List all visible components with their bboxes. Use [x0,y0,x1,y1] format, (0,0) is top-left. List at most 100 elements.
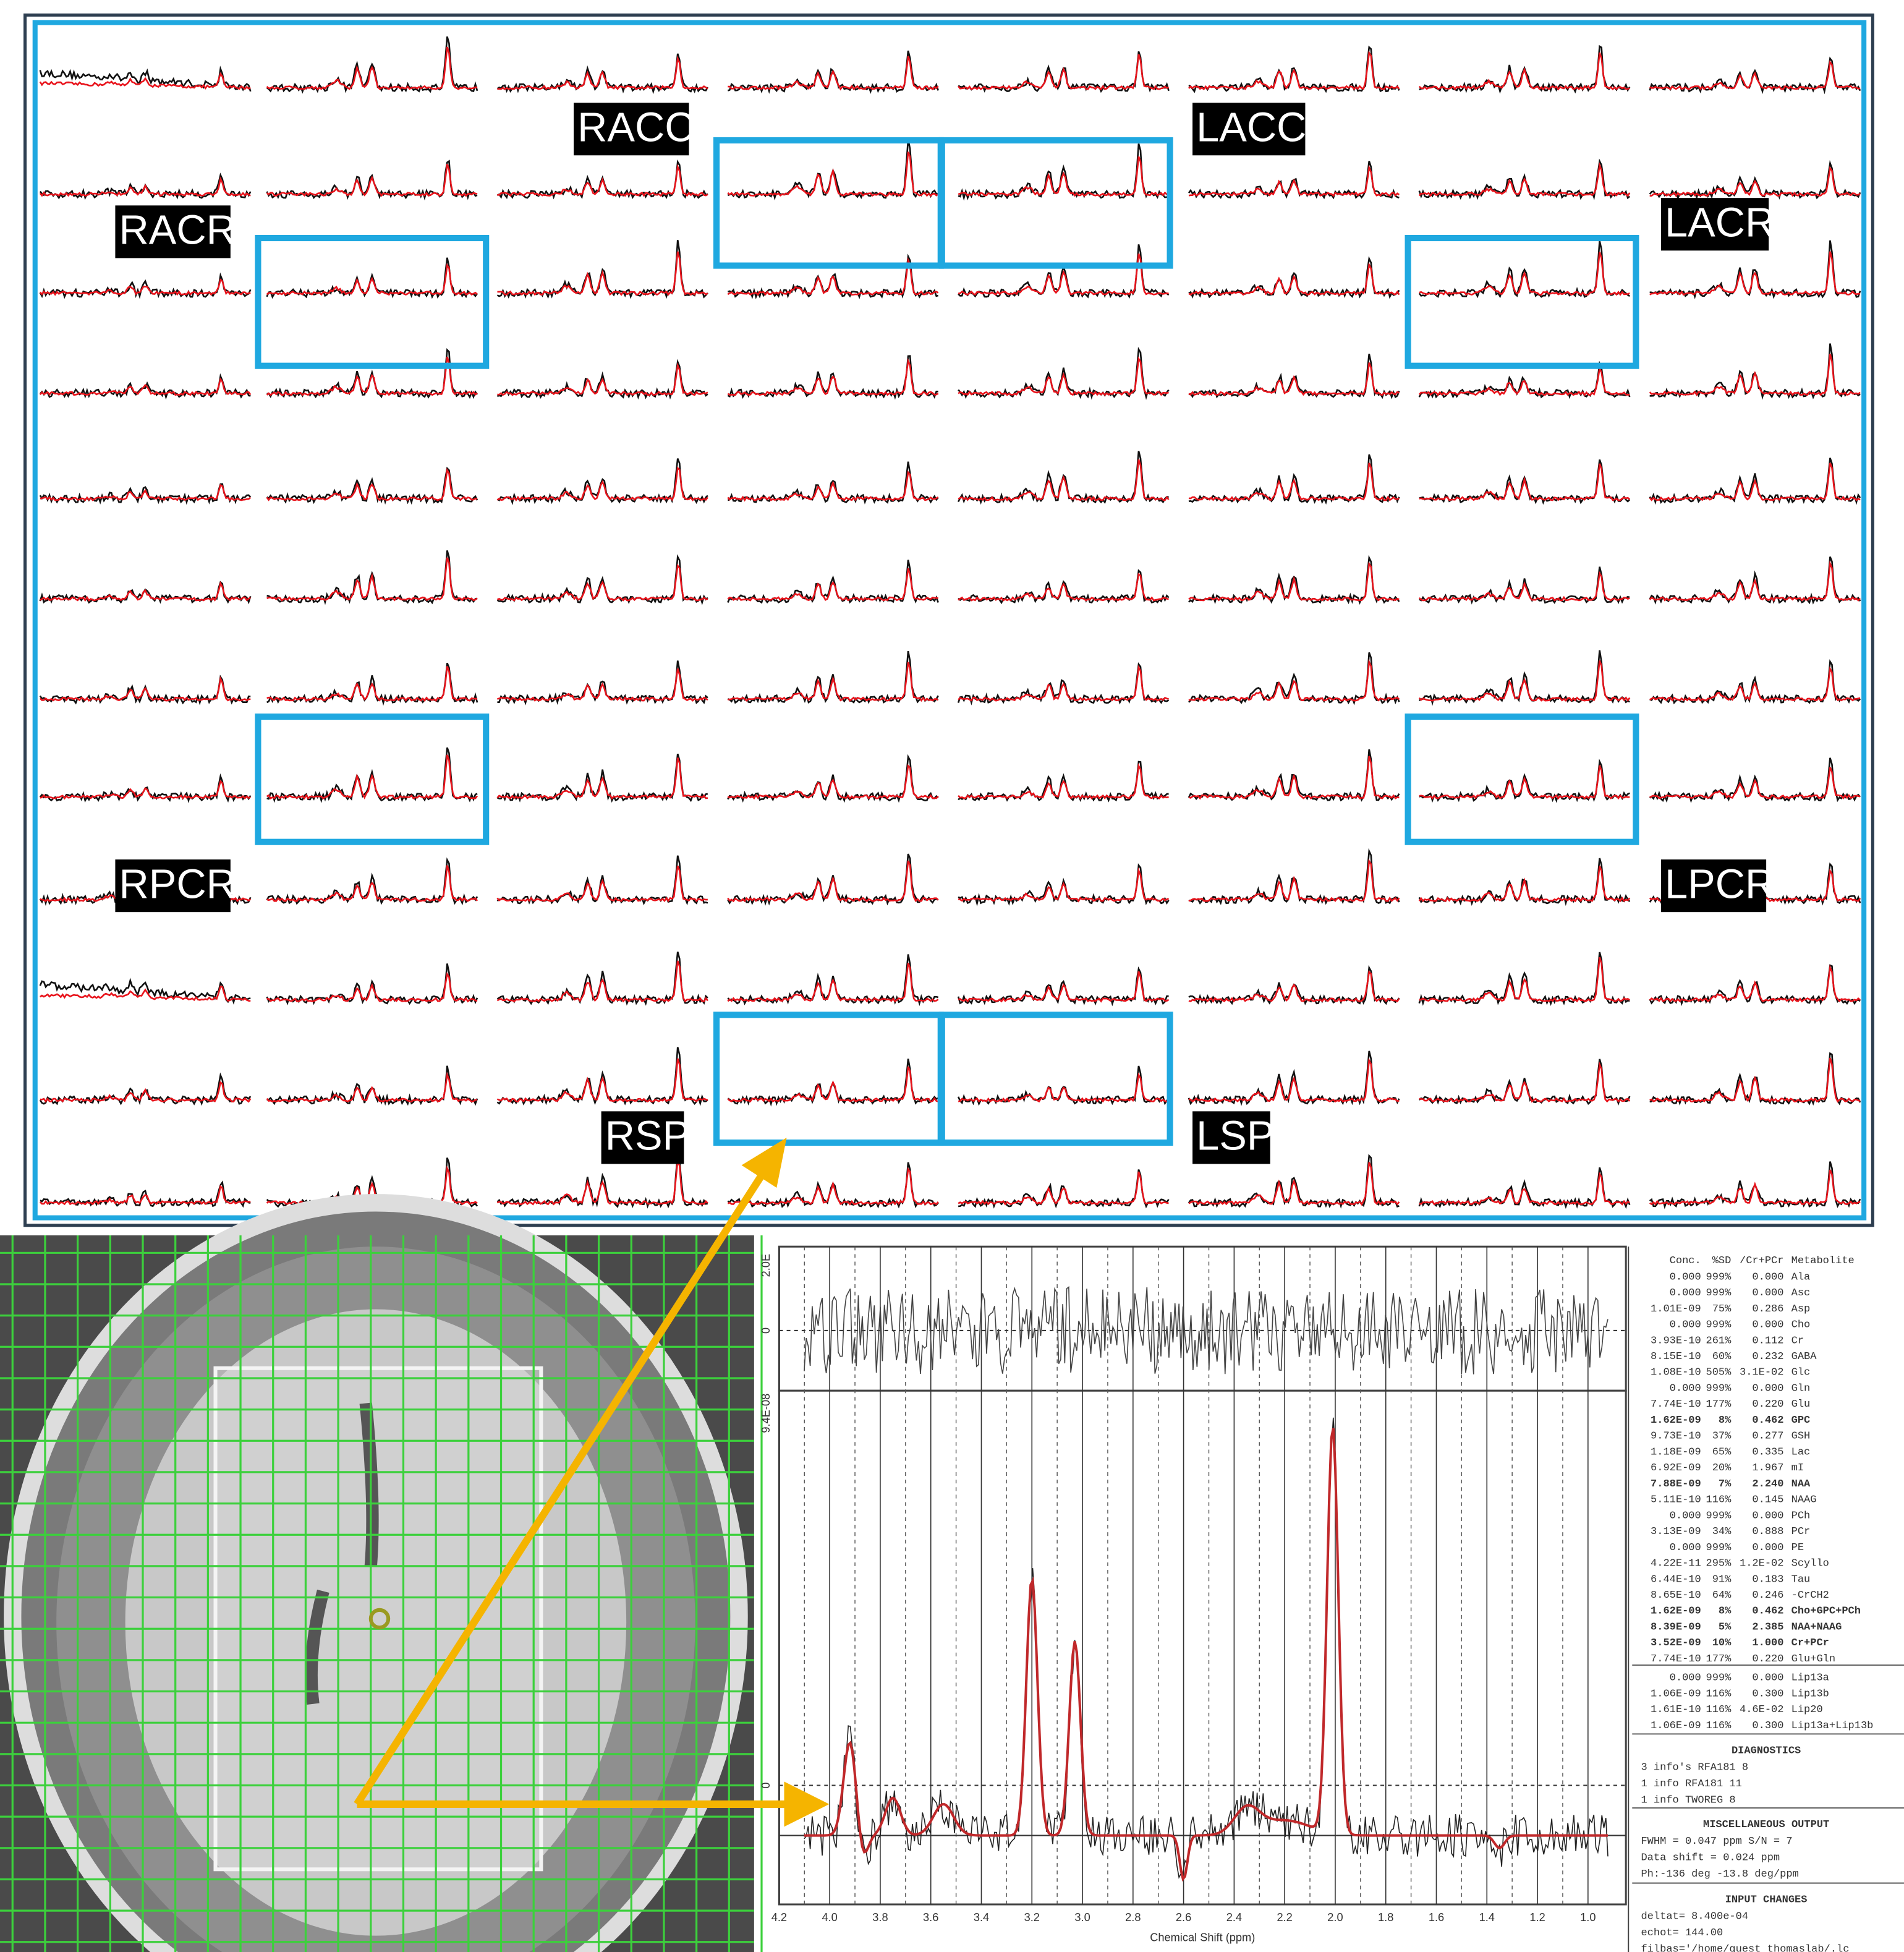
spectrum-fit [1419,957,1630,1003]
table-cell: Lip13a+Lip13b [1791,1720,1874,1732]
table-cell: Glu+Gln [1791,1653,1835,1665]
table-cell: Gln [1791,1383,1811,1394]
region-label: RSP [605,1113,690,1159]
spectrum-fit [266,356,478,396]
table-cell: 0.300 [1752,1720,1783,1732]
x-tick-label: 1.0 [1580,1911,1596,1924]
table-cell: Ala [1791,1271,1811,1283]
voxel-marker [368,1608,391,1630]
spectrum-fit [727,151,939,197]
spectrum-fit [496,466,708,501]
table-cell: 8% [1719,1415,1732,1426]
spectrum-fit [39,72,251,90]
spectrum-frame [778,1389,1627,1906]
spectrum-fit [727,1066,939,1103]
region-label-bg [1192,103,1306,156]
spectrum-fit [1649,666,1861,702]
spectrum-fit [497,251,708,296]
table-cell: 8.65E-10 [1651,1590,1701,1601]
table-cell: 0.183 [1752,1574,1783,1585]
table-cell: 0.462 [1752,1415,1783,1426]
spectrum-fit [727,470,939,502]
spectrum-fit [1188,561,1400,602]
table-cell: 0.000 [1670,1510,1701,1522]
spectrum-fit [40,1081,252,1103]
spectrum-fit [496,1058,708,1103]
table-cell: 116% [1706,1688,1732,1700]
region-label-bg [1660,198,1769,251]
table-cell: Cho [1791,1319,1811,1331]
table-cell: 0.286 [1752,1303,1783,1315]
table-cell: 0.000 [1752,1271,1783,1283]
table-cell: GABA [1791,1351,1817,1363]
section-line: 1 info TWOREG 8 [1641,1794,1735,1806]
spectrum-fit [1649,462,1861,501]
table-cell: 8.15E-10 [1651,1351,1701,1363]
x-tick-label: 2.8 [1125,1911,1141,1924]
spectrum-fit [1188,50,1400,91]
spectrum-fit [958,1072,1170,1103]
table-cell: 5.11E-10 [1651,1494,1701,1506]
x-tick-label: 4.0 [822,1911,837,1924]
spectrum-data [266,257,478,299]
spectrum-fit [496,865,708,903]
arrow-line [354,1169,768,1807]
table-cell: 0.000 [1670,1287,1701,1299]
spectrum-fit [496,960,708,1003]
spectrum-fit [496,563,708,602]
spectrum-fit [497,668,708,702]
spectra-grid [39,36,1861,1209]
highlight-box [1405,234,1639,369]
table-cell: 3.93E-10 [1651,1335,1701,1347]
region-label: LACC [1196,104,1306,150]
panel-frame [23,13,1874,1227]
table-cell: 0.000 [1670,1673,1701,1684]
lcmodel-output: 4.2 4.0 3.8 3.6 3.4 3.2 3.0 2.8 2.6 2.4 2.2 2.0 1.8 1… [759,1245,1904,1952]
table-cell: 1.06E-09 [1651,1688,1701,1700]
spectrum-fit [1188,859,1400,902]
spectrum-fit [728,56,939,91]
spectrum-data [39,373,251,400]
spectrum-fit [1188,462,1400,502]
spectrum-fit [1649,354,1861,396]
spectrum-fit [1418,660,1631,702]
spectrum-fit [727,1167,939,1206]
highlight-box [255,234,490,369]
table-cell: 7.74E-10 [1651,1399,1701,1410]
table-cell: PE [1791,1542,1804,1554]
spectrum-fit [1188,970,1400,1003]
region-label: LACR [1665,199,1775,245]
table-cell: PCh [1791,1510,1811,1522]
table-cell: 999% [1706,1319,1732,1331]
spectrum-fit [1649,60,1861,91]
spectrum-fit [497,163,708,197]
spectrum-fit [39,676,251,702]
table-cell: NAA+NAAG [1791,1621,1842,1633]
table-cell: Tau [1791,1574,1811,1585]
spectrum-fit [958,253,1169,296]
table-cell: 0.000 [1670,1542,1701,1554]
table-cell: 0.220 [1752,1653,1783,1665]
spectrum-data [39,978,251,1005]
spectrum-fit [958,356,1169,396]
spectrum-fit [1188,262,1400,296]
table-cell: Cr [1791,1335,1804,1347]
spectrum-fit [1649,964,1861,1003]
spectrum-fit [39,377,252,396]
section-line: filbas='/home/guest_thomaslab/.lc [1641,1943,1849,1952]
section-line: Ph:-136 deg -13.8 deg/ppm [1641,1869,1798,1880]
spectrum-data [1188,454,1400,505]
x-tick-label: 3.0 [1074,1911,1090,1924]
section-line: echot= 144.00 [1641,1927,1723,1939]
table-cell: 0.000 [1670,1319,1701,1331]
table-cell: Lip20 [1791,1704,1823,1716]
spectrum-fit [1418,866,1631,903]
table-cell: 177% [1706,1653,1732,1665]
table-cell: GSH [1791,1431,1811,1443]
spectrum-fit [728,662,939,702]
table-cell: 4.6E-02 [1740,1704,1783,1716]
table-cell: 0.112 [1752,1335,1783,1347]
table-cell: 295% [1706,1558,1732,1570]
spectrum-fit [1418,52,1630,91]
